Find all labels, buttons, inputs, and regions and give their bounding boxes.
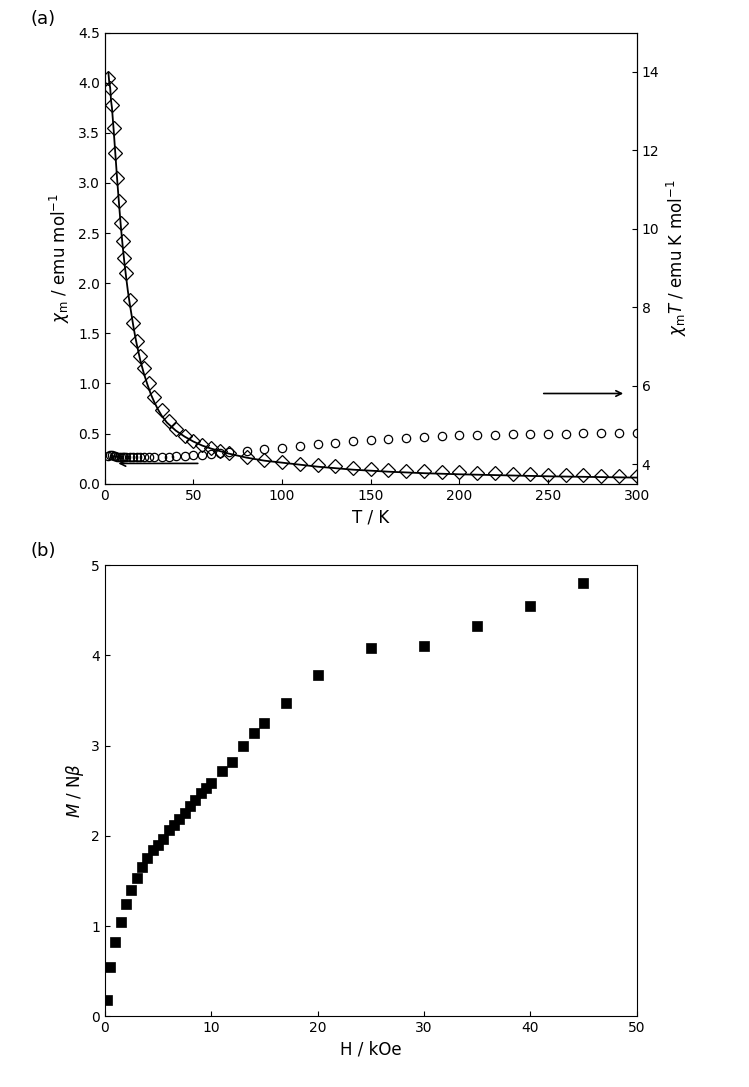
Y-axis label: $\chi_{\rm m}$$T$ / emu K mol$^{-1}$: $\chi_{\rm m}$$T$ / emu K mol$^{-1}$ — [664, 180, 689, 336]
X-axis label: H / kOe: H / kOe — [340, 1040, 401, 1059]
Y-axis label: $M$ / N$\beta$: $M$ / N$\beta$ — [64, 763, 85, 819]
Text: (a): (a) — [31, 10, 55, 27]
Text: (b): (b) — [31, 542, 56, 560]
X-axis label: T / K: T / K — [352, 508, 389, 526]
Y-axis label: $\chi_{\rm m}$ / emu mol$^{-1}$: $\chi_{\rm m}$ / emu mol$^{-1}$ — [49, 193, 73, 323]
